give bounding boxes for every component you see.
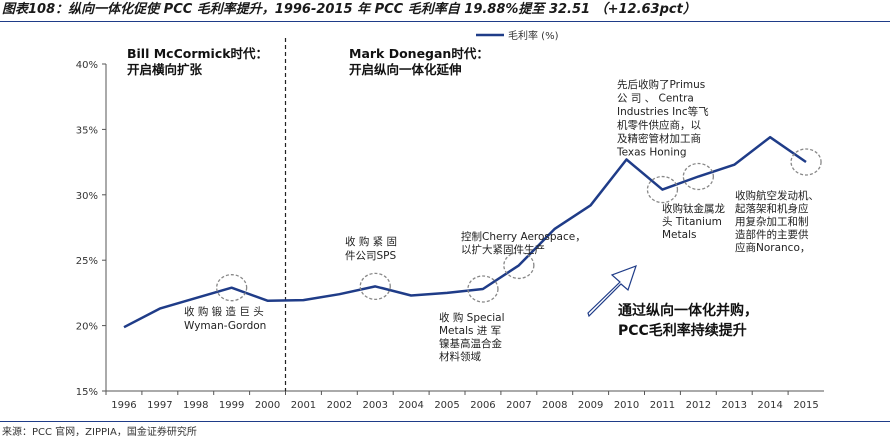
y-tick-label: 15% [76,387,98,398]
callout-text: PCC毛利率持续提升 [618,322,747,339]
annotation-2010: 机零件供应商，以 [617,119,701,132]
annotation-2015: 起落架和机身应 [735,202,809,215]
x-tick-label: 2014 [757,400,782,411]
x-tick-label: 2013 [722,400,747,411]
annotation-2006: 镍基高温合金 [439,337,502,350]
annotation-2015: 应商Noranco， [735,241,810,254]
annotation-2007: 控制Cherry Aerospace， [461,230,586,243]
annotation-1999: 收 购 锻 造 巨 头 [184,305,264,318]
x-tick-label: 2002 [327,400,352,411]
x-tick-label: 2009 [578,400,603,411]
highlight-circle-2012 [682,162,714,191]
x-tick-label: 2010 [614,400,639,411]
highlight-circle-1999 [215,274,248,302]
annotation-2010: Industries Inc等飞 [617,105,709,118]
chart-title: 图表108：纵向一体化促使 PCC 毛利率提升，1996-2015 年 PCC … [0,0,890,22]
x-tick-label: 2011 [650,400,675,411]
annotation-2015: 用复杂加工和制 [735,215,809,228]
source-note: 来源：PCC 官网，ZIPPIA，国金证券研究所 [2,427,197,438]
annotation-1999: Wyman-Gordon [184,320,266,332]
era-title-mccormick: 开启横向扩张 [127,62,203,77]
x-tick-label: 2015 [793,400,818,411]
annotation-2015: 收购航空发动机、 [735,189,819,202]
x-tick-label: 2001 [291,400,316,411]
highlight-circle-2015 [790,148,822,176]
x-tick-label: 2005 [434,400,459,411]
x-tick-label: 2012 [686,400,711,411]
y-tick-label: 30% [76,191,98,202]
x-tick-label: 2008 [542,400,567,411]
callout-text: 通过纵向一体化并购， [618,302,758,319]
era-title-donegan: Mark Donegan时代： [349,46,489,61]
annotation-2010: 公 司 、 Centra [617,93,694,105]
highlight-circle-2011 [646,175,679,204]
trend-arrow [587,264,637,318]
y-tick-label: 25% [76,256,98,267]
x-tick-label: 2003 [363,400,388,411]
x-tick-label: 1996 [111,400,136,411]
annotation-2003: 收 购 紧 固 [345,235,397,248]
era-title-mccormick: Bill McCormick时代： [127,46,268,61]
x-tick-label: 2000 [255,400,280,411]
annotation-2010: Texas Honing [616,147,687,159]
annotation-2015: 造部件的主要供 [735,228,809,241]
annotation-2006: 材料领域 [439,350,481,363]
x-tick-label: 2004 [398,400,423,411]
x-tick-label: 1997 [147,400,172,411]
legend-label: 毛利率 (%) [508,29,559,42]
bottom-divider [0,421,890,422]
y-tick-label: 40% [76,60,98,71]
annotation-2010: 先后收购了Primus [617,78,705,91]
annotation-2006: 收 购 Special [439,311,505,324]
annotation-2010: 及精密管材加工商 [617,132,701,145]
y-tick-label: 35% [76,125,98,136]
series-line-gross-margin [123,135,807,329]
x-tick-label: 2006 [470,400,495,411]
x-tick-label: 2007 [506,400,531,411]
annotation-2011: Metals [662,229,696,241]
annotation-2003: 件公司SPS [345,250,396,262]
y-tick-label: 20% [76,322,98,333]
x-tick-label: 1998 [183,400,208,411]
highlight-circle-2003 [359,272,391,301]
annotation-2006: Metals 进 军 [439,325,501,337]
era-title-donegan: 开启纵向一体化延伸 [349,62,462,77]
x-tick-label: 1999 [219,400,244,411]
annotation-2011: 收购钛金属龙 [662,202,725,215]
annotation-2011: 头 Titanium [662,216,722,228]
annotation-2007: 以扩大紧固件生产 [461,243,545,256]
highlight-circle-2006 [467,275,499,303]
highlight-circle-2007 [503,251,535,280]
